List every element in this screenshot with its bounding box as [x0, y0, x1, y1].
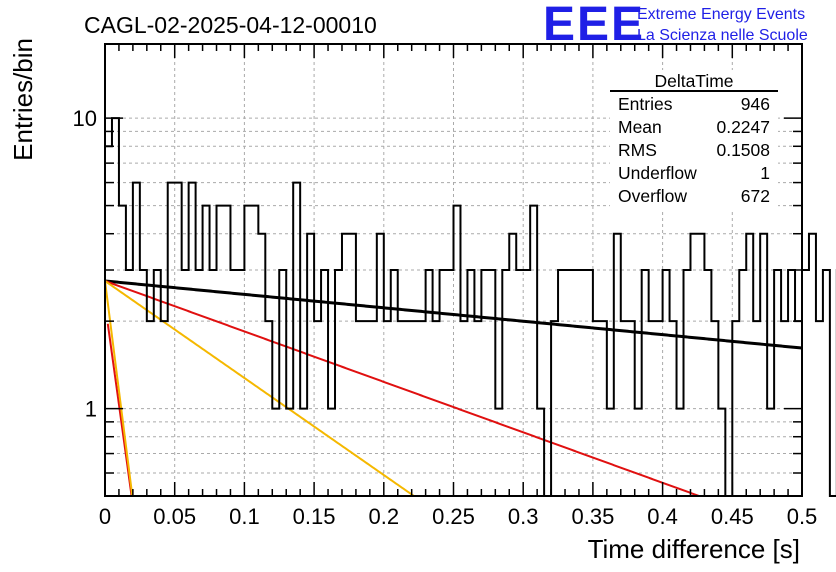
fit-curve-black — [104, 279, 803, 350]
stats-box: DeltaTime Entries 946 Mean 0.2247 RMS 0.1508 U… — [610, 70, 778, 210]
stats-row-label: Mean — [618, 117, 662, 137]
run-title: CAGL-02-2025-04-12-00010 — [84, 12, 377, 38]
stats-row-value: 0.1508 — [716, 140, 770, 160]
stats-row-label: Underflow — [618, 163, 697, 183]
logo-line-2: La Scienza nelle Scuole — [637, 27, 808, 44]
fit-curve-yellow — [104, 280, 415, 497]
x-tick-label: 0.05 — [153, 504, 196, 529]
stats-row-value: 672 — [741, 186, 770, 206]
x-tick-label: 0.45 — [711, 504, 754, 529]
stats-box-background — [610, 70, 778, 210]
axes — [104, 43, 803, 497]
stats-row-value: 1 — [760, 163, 770, 183]
histogram-bars — [105, 117, 836, 497]
x-tick-label: 0.4 — [647, 504, 678, 529]
stats-row-value: 946 — [741, 94, 770, 114]
stats-row-label: RMS — [618, 140, 657, 160]
stats-rows: Entries 946 Mean 0.2247 RMS 0.1508 Underflow 1 O… — [618, 94, 770, 206]
stats-row-label: Overflow — [618, 186, 687, 206]
stats-row-label: Entries — [618, 94, 673, 114]
x-tick-label: 0.3 — [508, 504, 539, 529]
fit-curve-red — [106, 323, 133, 497]
y-axis-label: Entries/bin — [8, 38, 38, 161]
x-tick-label: 0 — [99, 504, 111, 529]
logo-letters: EEE — [543, 0, 645, 51]
y-tick-label: 10 — [73, 106, 97, 131]
eee-logo: EEE Extreme Energy Events La Scienza nel… — [543, 0, 808, 51]
x-tick-label: 0.25 — [432, 504, 475, 529]
fit-curve-yellow — [104, 280, 134, 497]
tick-labels: 0 0.05 0.1 0.15 0.2 0.25 0.3 0.35 0.4 0.45 0.5 1 10 — [73, 106, 818, 529]
x-tick-label: 0.1 — [229, 504, 260, 529]
x-tick-label: 0.2 — [369, 504, 400, 529]
x-tick-label: 0.35 — [571, 504, 614, 529]
x-tick-label: 0.15 — [293, 504, 336, 529]
fit-curves — [104, 279, 803, 497]
x-axis-label: Time difference [s] — [588, 534, 800, 564]
fit-curve-red — [104, 280, 700, 497]
y-tick-label: 1 — [85, 397, 97, 422]
logo-line-1: Extreme Energy Events — [637, 6, 805, 23]
stats-title: DeltaTime — [654, 71, 733, 91]
x-tick-label: 0.5 — [787, 504, 818, 529]
histogram-outline — [105, 117, 836, 497]
stats-row-value: 0.2247 — [716, 117, 770, 137]
